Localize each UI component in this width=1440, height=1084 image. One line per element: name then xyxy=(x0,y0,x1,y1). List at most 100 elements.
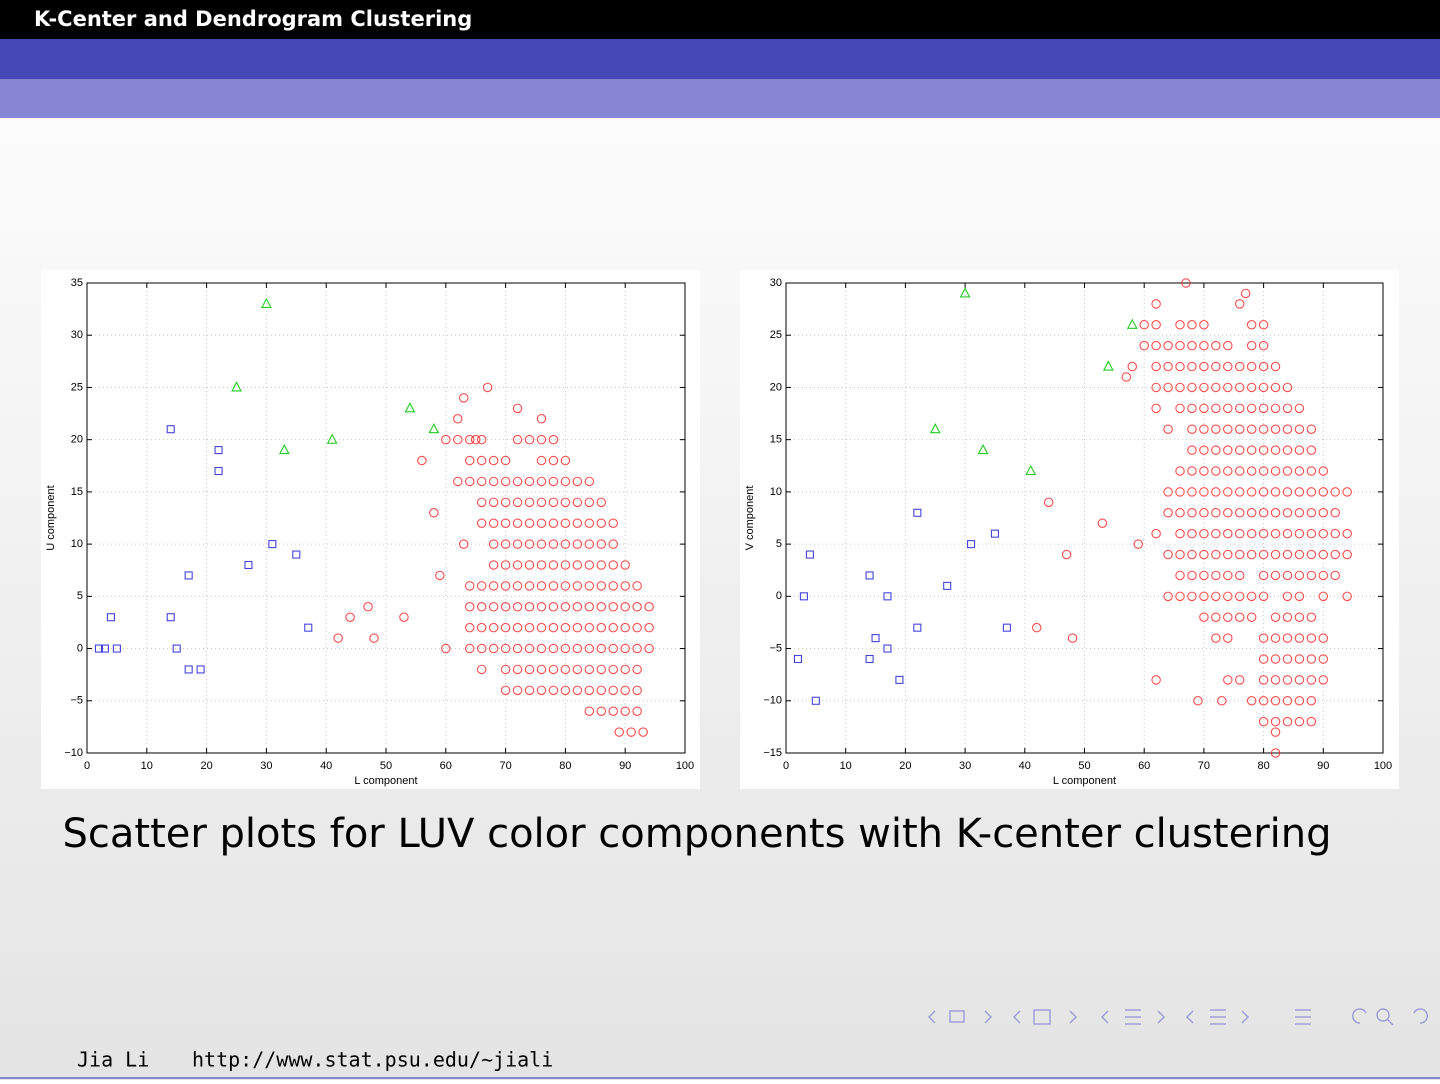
point xyxy=(1258,549,1269,560)
point xyxy=(488,497,499,508)
nav-prev-sub[interactable] xyxy=(1012,1010,1021,1024)
point xyxy=(1234,403,1245,414)
point xyxy=(536,455,547,466)
point xyxy=(464,581,475,591)
point xyxy=(1187,487,1197,497)
nav-prev[interactable] xyxy=(927,1010,936,1024)
point xyxy=(572,622,583,633)
nav-back-forward[interactable] xyxy=(1351,1008,1429,1026)
point xyxy=(608,539,618,549)
point xyxy=(596,497,607,508)
point xyxy=(632,685,642,696)
point xyxy=(524,602,535,612)
nav-next-sub[interactable] xyxy=(1069,1010,1078,1024)
point xyxy=(1175,508,1185,518)
point xyxy=(943,581,952,590)
point xyxy=(512,539,523,549)
point xyxy=(1294,633,1305,643)
point xyxy=(883,592,892,601)
header-band-light xyxy=(0,79,1440,118)
point xyxy=(1199,466,1209,476)
point xyxy=(1282,445,1293,455)
point xyxy=(1282,382,1293,393)
point xyxy=(1306,424,1317,434)
point xyxy=(1223,487,1233,497)
nav-doc[interactable] xyxy=(1185,1009,1250,1025)
point xyxy=(1025,464,1037,476)
point xyxy=(1318,570,1329,581)
point xyxy=(1270,748,1281,758)
point xyxy=(112,644,121,653)
point xyxy=(1211,508,1221,518)
point xyxy=(1163,424,1173,434)
point xyxy=(1211,382,1221,393)
point xyxy=(1330,508,1340,518)
point xyxy=(1223,466,1233,476)
point xyxy=(184,571,193,580)
point xyxy=(1306,716,1317,727)
point xyxy=(1175,340,1185,351)
point xyxy=(1223,382,1233,393)
nav-section[interactable] xyxy=(1100,1009,1166,1025)
point xyxy=(620,560,630,570)
y-tick-label: −10 xyxy=(64,747,83,759)
point xyxy=(584,560,595,570)
point xyxy=(584,518,595,528)
point xyxy=(1258,403,1269,414)
point xyxy=(369,633,379,643)
point xyxy=(488,622,499,633)
point xyxy=(572,497,583,508)
point xyxy=(363,602,373,612)
point xyxy=(536,581,547,591)
point xyxy=(1318,528,1329,539)
point xyxy=(1097,518,1108,528)
point xyxy=(1270,466,1281,476)
point xyxy=(1126,318,1138,329)
nav-subsection[interactable] xyxy=(1033,1009,1051,1025)
point xyxy=(1211,591,1221,602)
point xyxy=(1306,654,1317,664)
x-tick-label: 40 xyxy=(1019,760,1031,772)
x-tick-label: 40 xyxy=(320,760,332,772)
point xyxy=(1175,528,1185,539)
navigation[interactable] xyxy=(927,1008,1429,1026)
point xyxy=(1258,445,1269,455)
y-tick-label: 10 xyxy=(770,486,782,498)
nav-frame[interactable] xyxy=(949,1010,965,1023)
y-tick-label: 15 xyxy=(770,434,782,446)
point xyxy=(1234,591,1245,602)
point xyxy=(476,434,487,445)
point xyxy=(608,518,618,528)
point xyxy=(548,434,559,445)
x-axis-label: L component xyxy=(354,775,417,787)
point xyxy=(536,476,547,487)
point xyxy=(1270,382,1281,393)
y-tick-label: 20 xyxy=(770,381,782,393)
point xyxy=(1294,591,1305,602)
point xyxy=(1258,487,1269,497)
nav-search[interactable] xyxy=(1376,1008,1390,1022)
point xyxy=(1306,508,1317,518)
point xyxy=(1270,424,1281,434)
point xyxy=(1258,654,1269,664)
point xyxy=(1151,675,1161,685)
nav-menu[interactable] xyxy=(1295,1009,1311,1025)
point xyxy=(632,602,642,612)
nav-next[interactable] xyxy=(984,1010,993,1024)
point xyxy=(1270,675,1281,685)
point xyxy=(596,518,607,528)
point xyxy=(464,602,475,612)
point xyxy=(1270,727,1281,737)
point xyxy=(500,476,511,487)
point xyxy=(464,622,475,633)
point xyxy=(1223,549,1233,560)
point xyxy=(1246,361,1257,372)
point xyxy=(1163,508,1173,518)
point xyxy=(268,540,277,549)
point xyxy=(500,560,511,570)
y-tick-label: −15 xyxy=(763,747,782,759)
point xyxy=(1187,445,1197,455)
point xyxy=(1246,403,1257,414)
point xyxy=(470,434,481,445)
point xyxy=(1199,508,1209,518)
